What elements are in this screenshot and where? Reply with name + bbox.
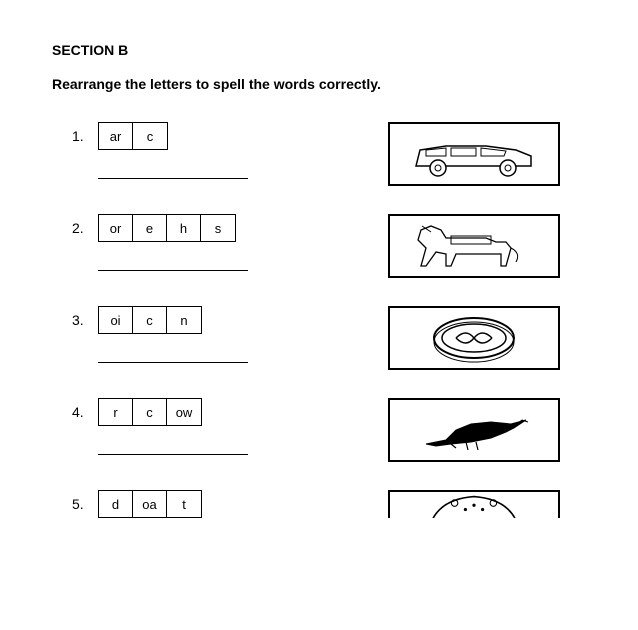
horse-icon	[396, 218, 552, 274]
letter-boxes: ar c	[98, 122, 168, 150]
crow-icon	[396, 402, 552, 458]
answer-line[interactable]	[98, 178, 248, 179]
letter-box: r	[99, 399, 133, 425]
question-left: oi c n	[98, 306, 318, 363]
letter-box: c	[133, 307, 167, 333]
letter-box: d	[99, 491, 133, 517]
worksheet-page: SECTION B Rearrange the letters to spell…	[0, 0, 638, 518]
image-col	[388, 214, 568, 278]
question-row: 2. or e h s	[52, 214, 586, 278]
letter-box: c	[133, 123, 167, 149]
letter-boxes: d oa t	[98, 490, 202, 518]
answer-line[interactable]	[98, 454, 248, 455]
section-header: SECTION B	[52, 42, 586, 58]
question-number: 4.	[72, 398, 98, 420]
letter-box: ar	[99, 123, 133, 149]
question-number: 2.	[72, 214, 98, 236]
question-left: ar c	[98, 122, 318, 179]
letter-box: t	[167, 491, 201, 517]
answer-line[interactable]	[98, 362, 248, 363]
letter-box: oa	[133, 491, 167, 517]
image-col	[388, 398, 568, 462]
letter-box: oi	[99, 307, 133, 333]
question-left: r c ow	[98, 398, 318, 455]
letter-box: ow	[167, 399, 201, 425]
answer-line[interactable]	[98, 270, 248, 271]
letter-box: n	[167, 307, 201, 333]
question-number: 3.	[72, 306, 98, 328]
horse-image	[388, 214, 560, 278]
question-left: d oa t	[98, 490, 318, 518]
toad-icon	[390, 490, 558, 518]
image-col	[388, 122, 568, 186]
question-left: or e h s	[98, 214, 318, 271]
coin-icon	[396, 310, 552, 366]
question-row: 4. r c ow	[52, 398, 586, 462]
letter-boxes: oi c n	[98, 306, 202, 334]
letter-boxes: r c ow	[98, 398, 202, 426]
image-col	[388, 306, 568, 370]
car-icon	[396, 126, 552, 182]
question-row: 1. ar c	[52, 122, 586, 186]
car-image	[388, 122, 560, 186]
letter-boxes: or e h s	[98, 214, 236, 242]
toad-image	[388, 490, 560, 518]
question-row: 5. d oa t	[52, 490, 586, 518]
letter-box: s	[201, 215, 235, 241]
crow-image	[388, 398, 560, 462]
image-col	[388, 490, 568, 518]
letter-box: e	[133, 215, 167, 241]
letter-box: h	[167, 215, 201, 241]
instruction-text: Rearrange the letters to spell the words…	[52, 76, 586, 92]
question-number: 5.	[72, 490, 98, 512]
letter-box: c	[133, 399, 167, 425]
question-number: 1.	[72, 122, 98, 144]
letter-box: or	[99, 215, 133, 241]
question-row: 3. oi c n	[52, 306, 586, 370]
coin-image	[388, 306, 560, 370]
